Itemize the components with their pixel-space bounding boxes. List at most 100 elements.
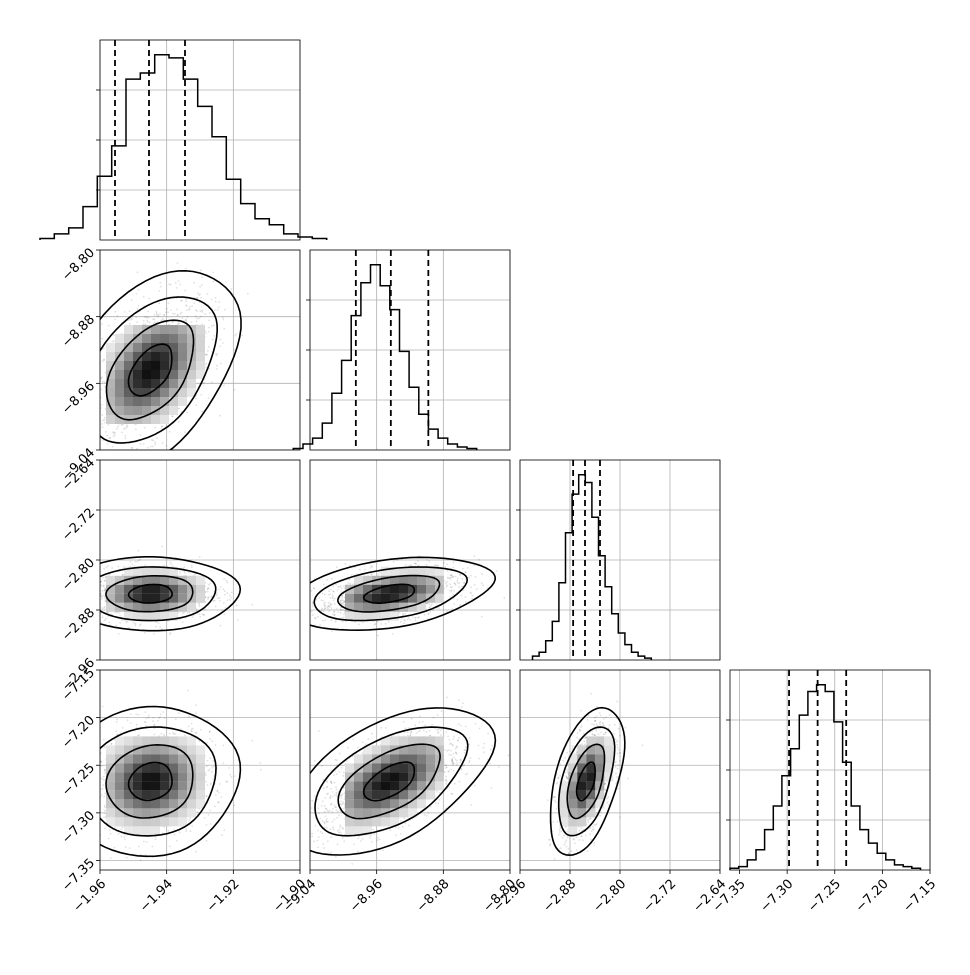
scatter-point	[92, 448, 94, 450]
scatter-point	[209, 312, 211, 314]
scatter-point	[74, 447, 76, 449]
scatter-point	[187, 316, 189, 318]
scatter-point	[125, 438, 127, 440]
scatter-point	[216, 365, 218, 367]
scatter-point	[359, 569, 361, 571]
scatter-point	[217, 353, 219, 355]
scatter-point	[223, 328, 225, 330]
scatter-point	[208, 327, 210, 329]
scatter-point	[332, 586, 334, 588]
scatter-point	[325, 619, 327, 621]
scatter-point	[88, 357, 90, 359]
scatter-point	[312, 603, 314, 605]
scatter-point	[214, 600, 216, 602]
density-cell	[196, 334, 205, 343]
scatter-point	[449, 583, 451, 585]
scatter-point	[415, 619, 417, 621]
scatter-point	[496, 570, 498, 572]
panel-2-1	[289, 460, 544, 660]
scatter-point	[403, 619, 405, 621]
scatter-point	[92, 447, 94, 449]
scatter-point	[94, 765, 96, 767]
scatter-point	[97, 576, 99, 578]
scatter-point	[341, 597, 343, 599]
scatter-point	[322, 600, 324, 602]
scatter-point	[137, 308, 139, 310]
scatter-point	[370, 567, 372, 569]
density-cell	[151, 612, 160, 621]
scatter-point	[147, 311, 149, 313]
scatter-point	[79, 589, 81, 591]
scatter-point	[392, 633, 394, 635]
scatter-point	[116, 428, 118, 430]
scatter-point	[453, 590, 455, 592]
scatter-point	[162, 319, 164, 321]
scatter-point	[453, 582, 455, 584]
density-cell	[160, 325, 169, 334]
density-cell	[160, 388, 169, 397]
scatter-point	[77, 587, 79, 589]
scatter-point	[178, 323, 180, 325]
scatter-point	[159, 313, 161, 315]
scatter-point	[226, 580, 228, 582]
scatter-point	[459, 573, 461, 575]
scatter-point	[160, 286, 162, 288]
scatter-point	[213, 766, 215, 768]
scatter-point	[81, 487, 83, 489]
scatter-point	[371, 566, 373, 568]
scatter-point	[133, 507, 135, 509]
scatter-point	[182, 621, 184, 623]
scatter-point	[251, 604, 253, 606]
scatter-point	[105, 566, 107, 568]
density-cell	[115, 361, 124, 370]
scatter-point	[87, 404, 89, 406]
scatter-point	[201, 276, 203, 278]
scatter-point	[102, 381, 104, 383]
scatter-point	[139, 443, 141, 445]
scatter-point	[329, 597, 331, 599]
scatter-point	[206, 354, 208, 356]
scatter-point	[162, 442, 164, 444]
scatter-point	[437, 565, 439, 567]
scatter-point	[89, 598, 91, 600]
density-cell	[196, 325, 205, 334]
scatter-point	[202, 311, 204, 313]
scatter-point	[415, 563, 417, 565]
scatter-point	[48, 615, 50, 617]
scatter-point	[332, 595, 334, 597]
scatter-point	[94, 602, 96, 604]
scatter-point	[121, 836, 123, 838]
scatter-point	[443, 562, 445, 564]
scatter-point	[186, 309, 188, 311]
scatter-point	[227, 582, 229, 584]
density-cell	[115, 334, 124, 343]
density-cell	[196, 352, 205, 361]
scatter-point	[204, 313, 206, 315]
scatter-point	[446, 581, 448, 583]
scatter-point	[83, 431, 85, 433]
scatter-point	[145, 725, 147, 727]
scatter-point	[158, 622, 160, 624]
scatter-point	[432, 610, 434, 612]
density-cell	[106, 352, 115, 361]
scatter-point	[143, 443, 145, 445]
scatter-point	[87, 362, 89, 364]
scatter-point	[380, 623, 382, 625]
scatter-point	[290, 619, 292, 621]
scatter-point	[103, 796, 105, 798]
scatter-point	[155, 311, 157, 313]
density-cell	[115, 388, 124, 397]
scatter-point	[112, 431, 114, 433]
scatter-point	[91, 607, 93, 609]
scatter-point	[126, 857, 128, 859]
density-cell	[345, 594, 354, 603]
scatter-point	[426, 559, 428, 561]
scatter-point	[163, 314, 165, 316]
scatter-point	[104, 806, 106, 808]
scatter-point	[428, 614, 430, 616]
scatter-point	[215, 297, 217, 299]
scatter-point	[467, 567, 469, 569]
scatter-point	[122, 452, 124, 454]
scatter-point	[331, 578, 333, 580]
scatter-point	[336, 566, 338, 568]
